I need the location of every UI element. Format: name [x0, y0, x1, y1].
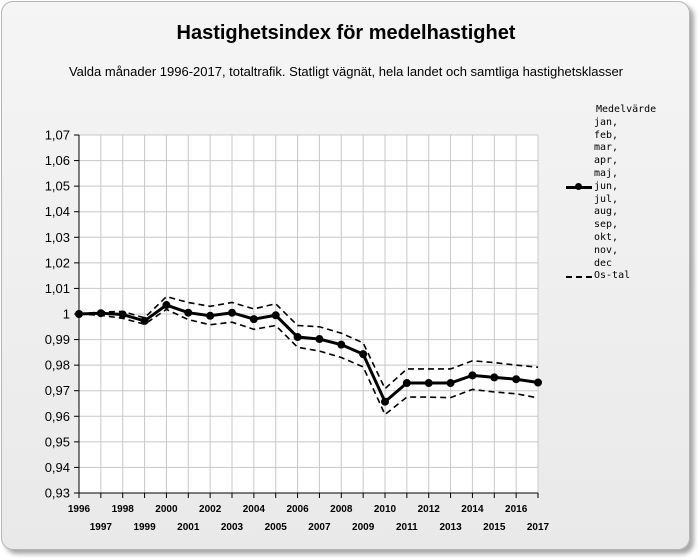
legend-month-label: feb, — [594, 129, 619, 141]
mean-data-point — [249, 315, 258, 324]
y-tick-label: 0,93 — [45, 486, 70, 501]
mean-data-point — [534, 378, 542, 387]
mean-data-point — [468, 371, 477, 380]
x-tick-label: 2017 — [527, 522, 550, 533]
chart-subtitle: Valda månader 1996-2017, totaltrafik. St… — [68, 64, 624, 79]
legend-line-marker-swatch — [566, 183, 592, 191]
legend-month-label: jun, — [594, 180, 619, 192]
x-tick-label: 2008 — [330, 504, 353, 515]
mean-data-point — [512, 375, 521, 384]
mean-data-point — [184, 308, 193, 317]
legend-month-label: aug, — [594, 206, 619, 218]
mean-data-point — [75, 310, 83, 318]
series-layer — [75, 295, 542, 416]
y-tick-label: 1,07 — [45, 128, 70, 143]
mean-data-point — [402, 379, 411, 388]
x-tick-label: 1999 — [133, 522, 156, 533]
upper-confidence-line — [78, 295, 539, 390]
mean-data-point — [315, 335, 324, 344]
mean-data-point — [337, 340, 346, 349]
mean-data-point — [96, 309, 105, 318]
x-tick-label: 2014 — [461, 504, 484, 515]
x-tick-label: 2012 — [418, 504, 441, 515]
mean-data-point — [206, 311, 215, 320]
legend-month-label: apr, — [594, 155, 619, 167]
mean-data-point — [381, 397, 389, 406]
x-tick-label: 1998 — [112, 504, 135, 515]
y-tick-label: 1 — [63, 307, 70, 322]
mean-data-point — [271, 311, 280, 320]
x-tick-label: 2005 — [265, 522, 288, 533]
x-tick-label: 2007 — [308, 522, 331, 533]
x-tick-label: 2000 — [155, 504, 178, 515]
y-tick-label: 1,05 — [45, 179, 70, 194]
x-tick-label: 2010 — [374, 504, 397, 515]
legend-dash-swatch — [566, 276, 592, 279]
legend-header: Medelvärde — [596, 104, 657, 115]
y-tick-label: 1,03 — [45, 230, 70, 245]
y-tick-label: 0,98 — [45, 358, 70, 373]
legend-month-label: jul, — [594, 193, 619, 205]
lower-confidence-line — [78, 308, 539, 416]
mean-data-point — [162, 301, 171, 310]
x-tick-label: 2002 — [199, 504, 222, 515]
x-tick-label: 2006 — [286, 504, 309, 515]
x-tick-label: 2013 — [439, 522, 462, 533]
x-tick-label: 2015 — [483, 522, 506, 533]
x-tick-label: 2003 — [221, 522, 244, 533]
y-tick-label: 1,02 — [45, 255, 70, 270]
x-tick-label: 1996 — [68, 504, 91, 515]
mean-data-point — [228, 308, 236, 317]
x-tick-label: 2001 — [177, 522, 200, 533]
legend-month-label: okt, — [594, 231, 619, 243]
x-tick-label: 2004 — [243, 504, 266, 515]
legend-month-label: mar, — [594, 142, 619, 154]
mean-data-point — [293, 333, 302, 342]
y-tick-label: 0,96 — [45, 409, 70, 424]
tick-labels: 1,07 1,06 1,05 1,04 1,03 1,02 1,01 1 0,99 0,98 0,9… — [45, 128, 550, 534]
mean-data-point — [140, 316, 149, 325]
y-tick-label: 0,97 — [45, 383, 70, 398]
legend-month-label: maj, — [594, 167, 619, 179]
legend-month-label: sep, — [594, 219, 619, 231]
y-tick-label: 1,04 — [45, 204, 70, 219]
legend-month-label: dec — [594, 257, 613, 269]
mean-data-point — [359, 350, 368, 359]
y-tick-label: 1,06 — [45, 153, 70, 168]
legend-month-label: jan, — [594, 116, 619, 128]
legend-label-ostal: Os-tal — [594, 270, 631, 282]
mean-data-point — [424, 379, 433, 388]
y-tick-label: 0,94 — [45, 460, 70, 475]
mean-data-point — [118, 310, 127, 319]
mean-data-point — [446, 379, 455, 388]
mean-data-point — [490, 373, 499, 382]
y-tick-label: 1,01 — [45, 281, 70, 296]
x-tick-label: 1997 — [90, 522, 113, 533]
gridlines — [78, 134, 539, 494]
legend-month-label: nov, — [594, 244, 619, 256]
x-tick-label: 2011 — [396, 522, 418, 533]
x-tick-label: 2009 — [352, 522, 375, 533]
y-tick-label: 0,95 — [45, 434, 70, 449]
chart-title: Hastighetsindex för medelhastighet — [176, 22, 516, 44]
x-tick-label: 2016 — [505, 504, 528, 515]
mean-series-line — [78, 303, 539, 405]
y-tick-label: 0,99 — [45, 332, 70, 347]
